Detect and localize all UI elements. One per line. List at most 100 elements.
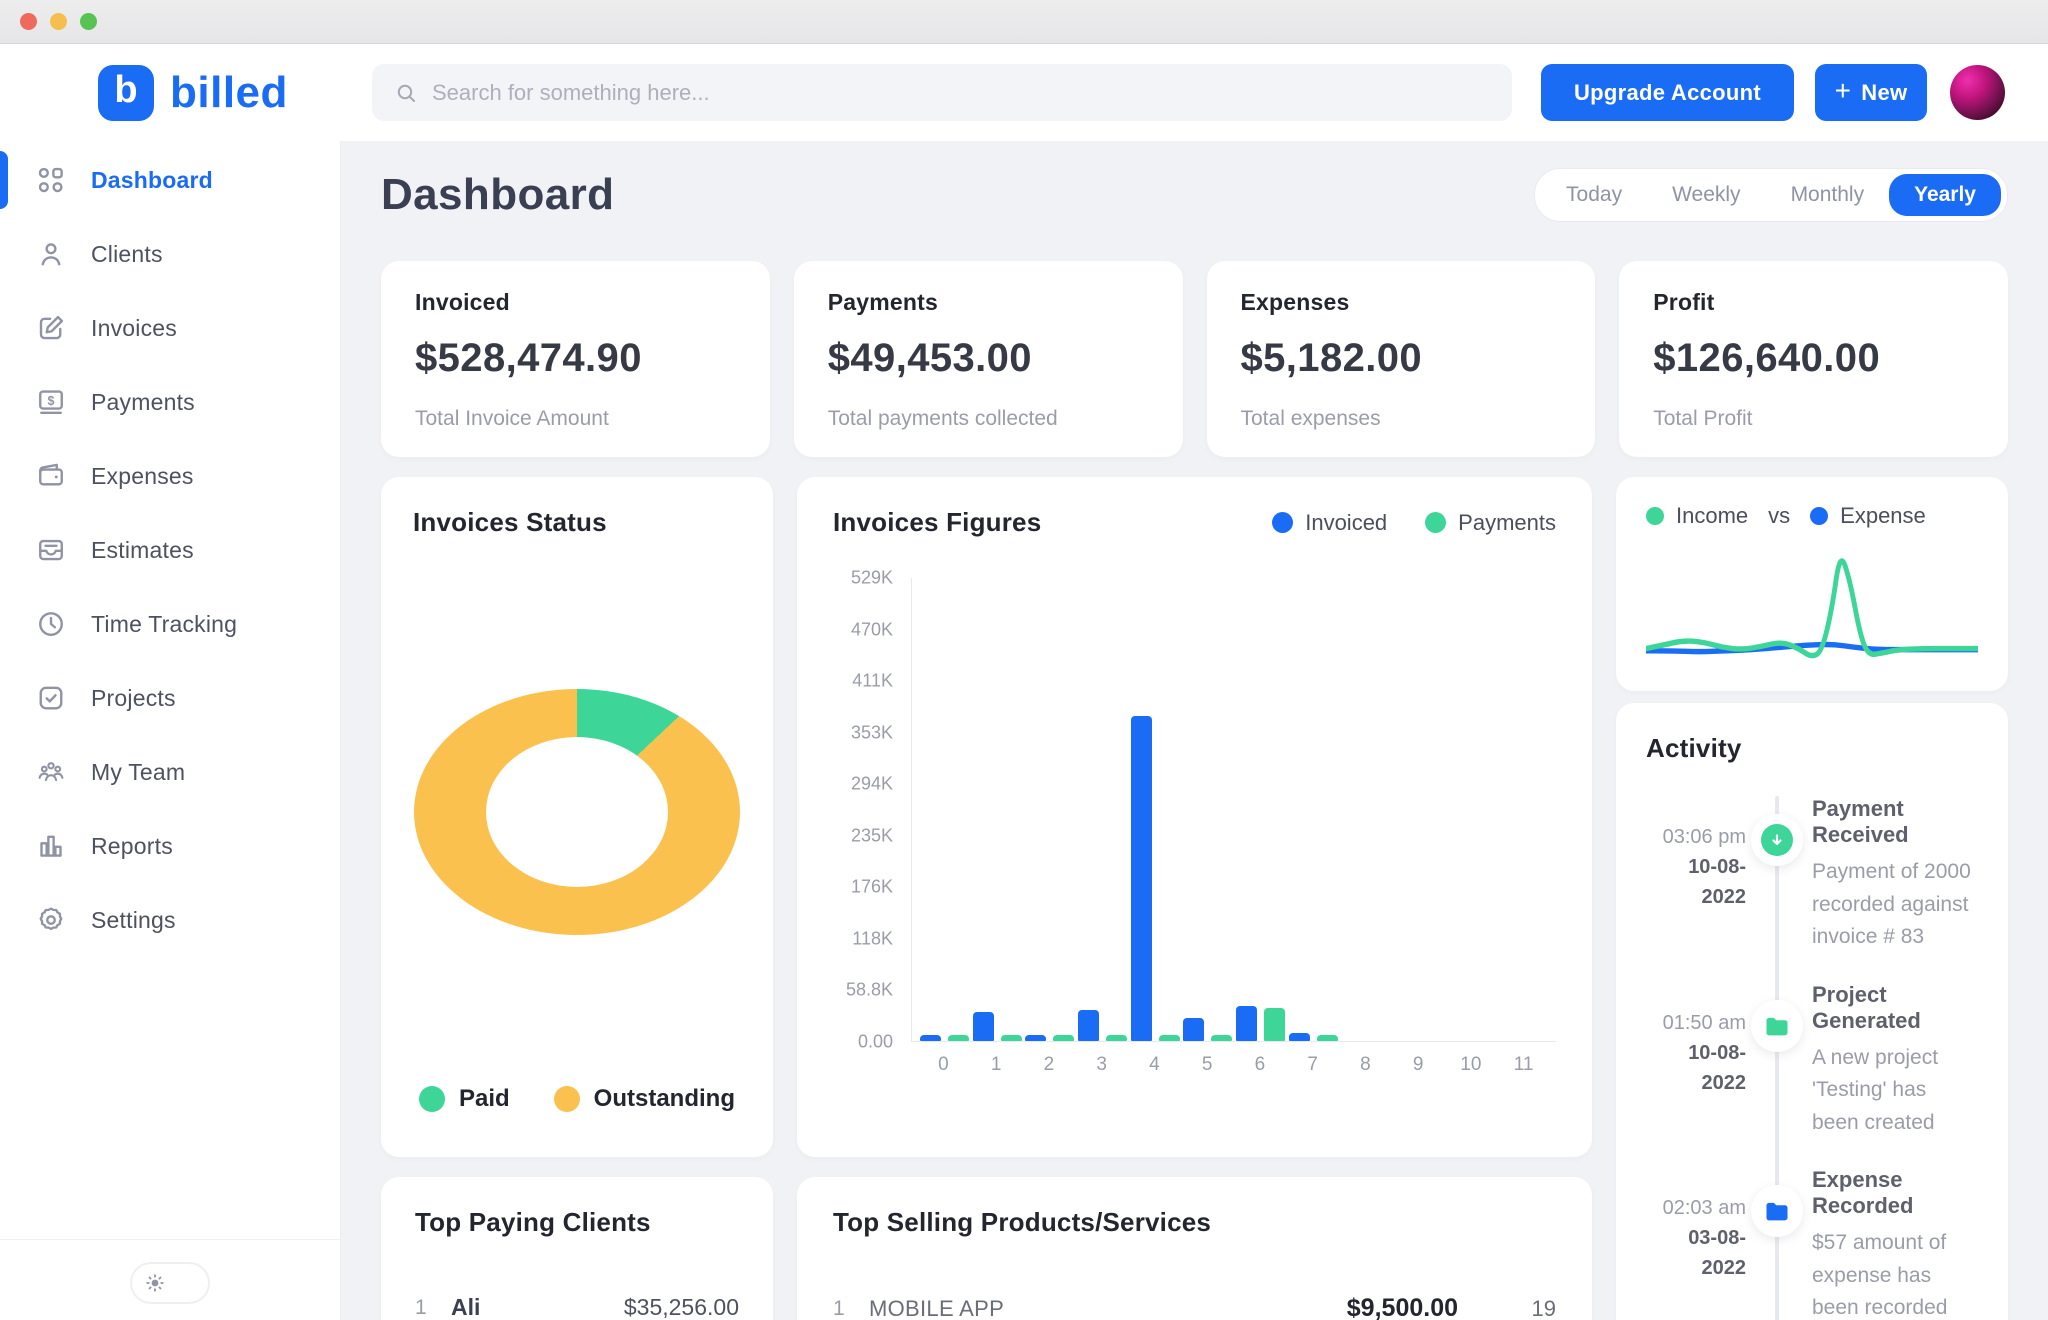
income-expense-sparkline (1646, 539, 1978, 663)
minimize-button[interactable] (50, 13, 67, 30)
bar-group-6 (1234, 578, 1287, 1041)
legend-dot-paid (419, 1086, 445, 1112)
activity-time: 01:50 am (1646, 1008, 1746, 1038)
sidebar-item-label: Reports (91, 833, 173, 860)
range-tab-weekly[interactable]: Weekly (1647, 174, 1765, 216)
row-rank: 1 (833, 1297, 869, 1320)
invoices-status-legend: Paid Outstanding (413, 1085, 741, 1127)
range-tab-yearly[interactable]: Yearly (1889, 174, 2001, 216)
x-axis-label: 4 (1128, 1042, 1181, 1078)
legend-item-outstanding: Outstanding (554, 1085, 735, 1113)
grid-icon (36, 165, 66, 195)
legend-dot-outstanding (554, 1086, 580, 1112)
x-axis-label: 5 (1181, 1042, 1234, 1078)
stat-title: Payments (828, 289, 1149, 316)
sidebar-item-estimates[interactable]: Estimates (0, 513, 340, 587)
client-row: 1Ali$35,256.00 (415, 1294, 739, 1320)
bar-payments (1159, 1035, 1180, 1041)
sidebar-item-clients[interactable]: Clients (0, 217, 340, 291)
range-tab-today[interactable]: Today (1541, 174, 1647, 216)
check-square-icon (36, 683, 66, 713)
stat-caption: Total expenses (1241, 407, 1562, 431)
activity-time: 02:03 am (1646, 1193, 1746, 1223)
stat-title: Expenses (1241, 289, 1562, 316)
bar-payments (1317, 1035, 1338, 1041)
sidebar-item-time-tracking[interactable]: Time Tracking (0, 587, 340, 661)
legend-label: Paid (459, 1085, 510, 1113)
row-name: MOBILE APP (869, 1296, 1004, 1320)
activity-item-text: Payment of 2000 recorded against invoice… (1812, 856, 1978, 954)
legend-label: Invoiced (1305, 510, 1387, 536)
sidebar-item-my-team[interactable]: My Team (0, 735, 340, 809)
user-avatar[interactable] (1950, 65, 2005, 120)
sidebar-item-settings[interactable]: Settings (0, 883, 340, 957)
sidebar-item-label: Settings (91, 907, 176, 934)
activity-date: 03-08-2022 (1646, 1223, 1746, 1283)
activity-timestamp: 02:03 am03-08-2022 (1646, 1167, 1746, 1320)
theme-toggle[interactable] (130, 1262, 210, 1304)
income-expense-card: Income vs Expense (1616, 477, 2008, 691)
sidebar-item-expenses[interactable]: Expenses (0, 439, 340, 513)
bar-payments (948, 1035, 969, 1041)
active-indicator (0, 447, 8, 505)
y-axis-label: 0.00 (858, 1032, 893, 1053)
activity-item-title: Payment Received (1812, 796, 1978, 848)
bar-group-11 (1497, 578, 1550, 1041)
sidebar-item-invoices[interactable]: Invoices (0, 291, 340, 365)
top-selling-products-title: Top Selling Products/Services (833, 1207, 1556, 1238)
sidebar-item-dashboard[interactable]: Dashboard (0, 143, 340, 217)
x-axis-label: 0 (917, 1042, 970, 1078)
x-axis: 01234567891011 (911, 1042, 1556, 1078)
y-axis: 529K470K411K353K294K235K176K118K58.8K0.0… (833, 578, 893, 1042)
sidebar-item-reports[interactable]: Reports (0, 809, 340, 883)
activity-date: 10-08-2022 (1646, 1038, 1746, 1098)
activity-item: 02:03 am03-08-2022Expense Recorded$57 am… (1646, 1167, 1978, 1320)
invoices-figures-legend: Invoiced Payments (1272, 510, 1556, 536)
bar-invoiced (1183, 1018, 1204, 1041)
new-button[interactable]: + New (1815, 64, 1927, 121)
row-amount: $35,256.00 (624, 1294, 739, 1320)
bar-group-0 (918, 578, 971, 1041)
active-indicator (0, 151, 8, 209)
bar-group-2 (1023, 578, 1076, 1041)
bar-group-8 (1339, 578, 1392, 1041)
active-indicator (0, 817, 8, 875)
activity-card: Activity 03:06 pm10-08-2022Payment Recei… (1616, 703, 2008, 1320)
bar-invoiced (1236, 1006, 1257, 1041)
legend-item-payments: Payments (1425, 510, 1556, 536)
income-legend-label: Income (1676, 503, 1748, 529)
svg-text:$: $ (48, 394, 55, 408)
close-button[interactable] (20, 13, 37, 30)
expense-dot (1810, 507, 1828, 525)
sidebar-item-payments[interactable]: $Payments (0, 365, 340, 439)
vs-label: vs (1768, 503, 1790, 529)
dollar-card-icon: $ (36, 387, 66, 417)
stat-value: $49,453.00 (828, 336, 1149, 381)
active-indicator (0, 225, 8, 283)
bar-invoiced (1131, 716, 1152, 1041)
activity-item: 01:50 am10-08-2022Project GeneratedA new… (1646, 982, 1978, 1140)
inbox-icon (36, 535, 66, 565)
bar-invoiced (1289, 1033, 1310, 1041)
page-title: Dashboard (381, 170, 614, 220)
plus-icon: + (1835, 75, 1852, 107)
upgrade-account-button[interactable]: Upgrade Account (1541, 64, 1794, 121)
brand-name: billed (170, 68, 288, 118)
sidebar-item-projects[interactable]: Projects (0, 661, 340, 735)
y-axis-label: 176K (851, 877, 893, 898)
y-axis-label: 294K (851, 774, 893, 795)
x-axis-label: 2 (1023, 1042, 1076, 1078)
bar-group-5 (1181, 578, 1234, 1041)
x-axis-label: 9 (1392, 1042, 1445, 1078)
invoices-status-card: Invoices Status PaidOutstanding (381, 477, 773, 1157)
activity-timestamp: 03:06 pm10-08-2022 (1646, 796, 1746, 954)
zoom-button[interactable] (80, 13, 97, 30)
search-input[interactable] (432, 80, 1490, 106)
invoices-figures-title: Invoices Figures (833, 507, 1041, 538)
range-tab-monthly[interactable]: Monthly (1766, 174, 1890, 216)
row-rank: 1 (415, 1296, 451, 1320)
y-axis-label: 529K (851, 568, 893, 589)
search-icon (394, 81, 418, 105)
wallet-icon (36, 461, 66, 491)
bar-invoiced (1078, 1010, 1099, 1042)
